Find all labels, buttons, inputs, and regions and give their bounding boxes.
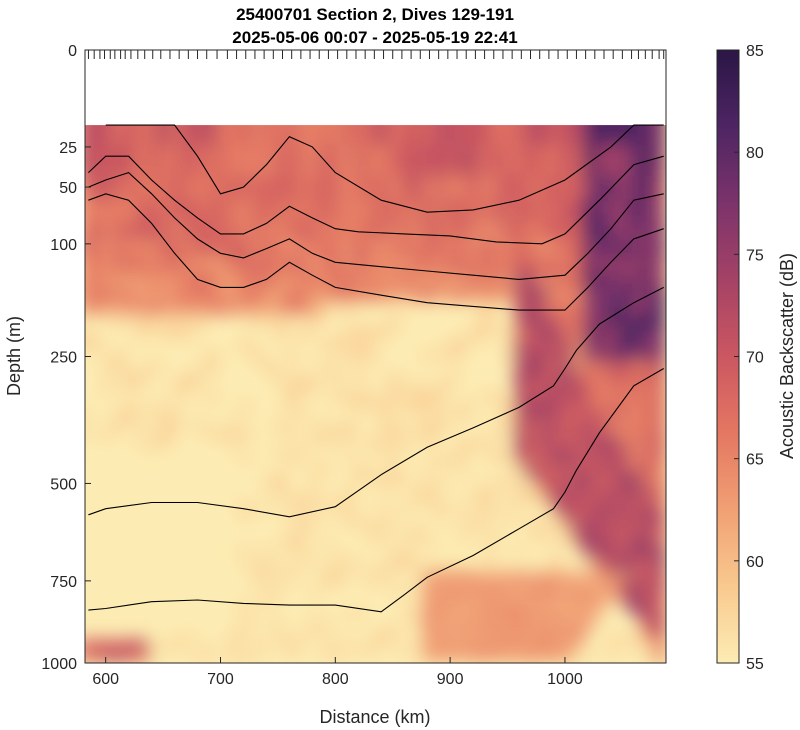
colorbar-tick-label: 65	[746, 452, 764, 469]
colorbar-tick-label: 70	[746, 350, 764, 367]
y-tick-label: 25	[59, 140, 77, 157]
colorbar-tick-label: 75	[746, 247, 764, 264]
y-tick-label: 750	[50, 574, 77, 591]
x-axis-label: Distance (km)	[319, 707, 430, 727]
x-tick-label: 1000	[547, 671, 583, 688]
colorbar-ticks: 55 60 65 70 75 80 85	[734, 43, 764, 673]
x-tick-label: 600	[92, 671, 119, 688]
contour-line-1	[105, 124, 664, 213]
contour-line-2	[88, 155, 664, 245]
dive-tick-marks	[87, 50, 665, 59]
y-axis-label: Depth (m)	[4, 316, 24, 396]
x-tick-label: 700	[207, 671, 234, 688]
contour-lines	[88, 124, 664, 663]
y-tick-label: 500	[50, 476, 77, 493]
x-tick-label: 900	[437, 671, 464, 688]
contour-line-3	[88, 171, 664, 280]
contour-line-7	[88, 368, 664, 613]
contour-line-6	[88, 286, 664, 518]
y-tick-label: 0	[68, 43, 77, 60]
y-tick-label: 1000	[41, 656, 77, 673]
colorbar-tick-label: 60	[746, 554, 764, 571]
colorbar-label: Acoustic Backscatter (dB)	[777, 253, 797, 459]
plot-area	[85, 50, 666, 663]
colorbar-tick-label: 55	[746, 656, 764, 673]
surface-gap	[85, 50, 666, 126]
contour-line-4	[88, 193, 664, 311]
y-tick-label: 100	[50, 237, 77, 254]
chart-title: 25400701 Section 2, Dives 129-191	[236, 5, 514, 24]
x-tick-label: 800	[322, 671, 349, 688]
x-axis: 600 700 800 900 1000	[92, 657, 583, 688]
chart-subtitle: 2025-05-06 00:07 - 2025-05-19 22:41	[232, 28, 517, 47]
colorbar-tick-label: 80	[746, 145, 764, 162]
colorbar-tick-label: 85	[746, 43, 764, 60]
y-tick-label: 50	[59, 180, 77, 197]
y-axis: 0 25 50 100 250 500 750 1000	[41, 43, 91, 673]
y-tick-label: 250	[50, 350, 77, 367]
